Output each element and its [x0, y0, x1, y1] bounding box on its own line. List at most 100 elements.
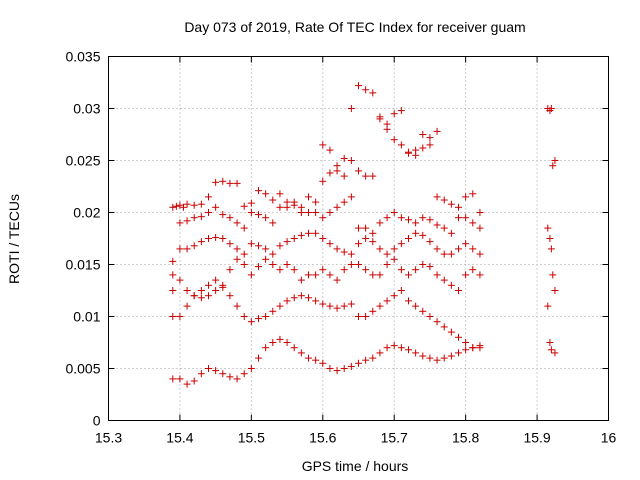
- data-point: [333, 245, 341, 253]
- y-tick-label: 0.035: [65, 49, 100, 65]
- data-point: [176, 276, 184, 284]
- data-point: [397, 214, 405, 222]
- data-point: [390, 255, 398, 263]
- data-point: [247, 318, 255, 326]
- data-point: [305, 354, 312, 362]
- data-point: [269, 219, 277, 227]
- data-point: [347, 193, 355, 201]
- data-point: [469, 190, 477, 198]
- data-point: [255, 315, 262, 323]
- data-point: [469, 245, 477, 253]
- data-point: [262, 245, 270, 253]
- data-point: [340, 154, 348, 162]
- data-point: [290, 344, 298, 352]
- data-point: [390, 342, 398, 350]
- data-point: [476, 250, 484, 258]
- data-point: [169, 271, 177, 279]
- data-point: [269, 250, 277, 258]
- data-point: [440, 276, 448, 284]
- x-tick-label: 15.8: [452, 430, 479, 446]
- data-point: [355, 359, 362, 367]
- data-point: [340, 266, 348, 274]
- data-point: [462, 214, 470, 222]
- data-point: [205, 292, 212, 300]
- data-point: [219, 235, 227, 242]
- data-point: [397, 141, 405, 149]
- data-point: [247, 199, 255, 207]
- x-tick-label: 15.4: [166, 430, 193, 446]
- data-point: [269, 261, 277, 268]
- data-point: [183, 217, 191, 225]
- data-point: [290, 198, 298, 206]
- data-point: [219, 283, 227, 291]
- data-point: [355, 313, 362, 320]
- data-point: [226, 266, 234, 274]
- data-point: [319, 266, 327, 274]
- data-point: [233, 375, 241, 383]
- data-point: [447, 250, 455, 258]
- data-point: [476, 209, 484, 216]
- data-point: [290, 294, 298, 302]
- data-point: [362, 356, 370, 364]
- data-point: [205, 365, 212, 372]
- x-tick-label: 15.3: [95, 430, 122, 446]
- data-point: [390, 245, 398, 253]
- data-point: [440, 196, 448, 204]
- data-point: [369, 238, 377, 246]
- data-point: [340, 365, 348, 372]
- data-point: [233, 302, 241, 310]
- data-point: [183, 380, 191, 388]
- data-point: [183, 200, 191, 208]
- data-point: [405, 346, 412, 354]
- data-point: [240, 202, 248, 210]
- data-point: [551, 157, 559, 164]
- data-point: [426, 134, 434, 142]
- data-point: [551, 287, 559, 294]
- data-point: [419, 352, 427, 360]
- data-point: [319, 235, 327, 242]
- y-tick-label: 0.005: [65, 361, 100, 377]
- data-point: [212, 178, 220, 186]
- data-point: [447, 229, 455, 237]
- y-tick-labels: 0 0.005 0.01 0.015 0.02 0.025 0.03 0.035: [65, 49, 100, 429]
- data-point: [462, 240, 470, 248]
- data-point: [283, 297, 291, 305]
- data-point: [240, 250, 248, 258]
- data-point: [412, 266, 420, 274]
- data-point: [433, 221, 441, 229]
- data-point: [276, 302, 284, 310]
- data-point: [197, 213, 205, 221]
- data-point: [312, 209, 320, 216]
- data-point: [297, 231, 305, 239]
- data-point: [240, 224, 248, 232]
- data-point: [355, 167, 362, 175]
- data-point: [355, 82, 362, 90]
- data-point: [197, 370, 205, 378]
- data-point: [469, 219, 477, 227]
- data-point: [276, 190, 284, 198]
- data-point: [369, 89, 377, 97]
- data-point: [326, 240, 334, 248]
- data-point: [355, 261, 362, 268]
- data-point: [376, 271, 384, 279]
- data-point: [412, 349, 420, 357]
- data-point: [226, 292, 234, 300]
- data-point: [319, 141, 327, 149]
- data-point: [312, 297, 320, 305]
- data-point: [176, 313, 184, 320]
- data-point: [433, 245, 441, 253]
- x-tick-label: 15.5: [238, 430, 265, 446]
- data-point: [376, 349, 384, 357]
- data-point: [169, 257, 177, 265]
- axis-ticks: [108, 56, 609, 421]
- data-point: [269, 307, 277, 315]
- data-point: [176, 219, 184, 227]
- data-point: [226, 373, 234, 381]
- data-point: [169, 313, 177, 320]
- data-point: [546, 235, 554, 242]
- data-point: [383, 297, 391, 305]
- data-point: [333, 367, 341, 375]
- data-point: [205, 193, 212, 201]
- data-point: [412, 302, 420, 310]
- data-point: [190, 377, 198, 385]
